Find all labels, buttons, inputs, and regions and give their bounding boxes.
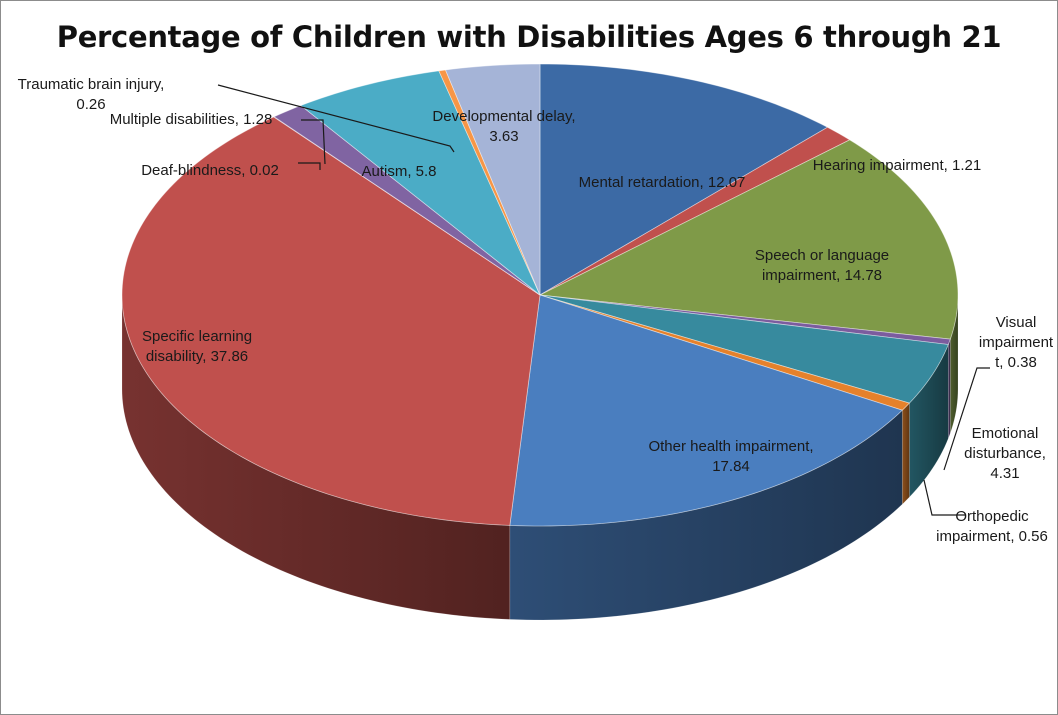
slice-speech-or-language-impairment (538, 139, 959, 340)
data-label-hearing-impairment: Hearing impairment, 1.21 (813, 157, 981, 174)
data-labels: Mental retardation, 12.07 Hearing impairm… (18, 76, 1054, 545)
leader-line-11 (217, 84, 455, 153)
data-label-deaf-blindness: Deaf-blindness, 0.02 (141, 162, 279, 179)
leader-line-9 (301, 119, 326, 165)
data-label-specific-learning-disability: Specific learning disability, 37.86 (142, 328, 252, 365)
data-label-autism: Autism, 5.8 (361, 163, 436, 180)
leader-line-3 (943, 367, 990, 471)
data-label-speech-or-language-impairment: Speech or language impairment, 14.78 (755, 247, 889, 284)
slice-autism (300, 70, 541, 296)
data-label-traumatic-brain-injury: Traumatic brain injury, 0.26 (18, 76, 165, 113)
slice-multiple-disabilities (273, 105, 541, 296)
leader-lines (217, 84, 990, 516)
data-label-other-health-impairment: Other health impairment, 17.84 (648, 438, 813, 475)
data-label-orthopedic-impairment: Orthopedic impairment, 0.56 (936, 508, 1048, 545)
chart-title: Percentage of Children with Disabilities… (56, 20, 1002, 54)
leader-line-5 (923, 479, 966, 516)
data-label-multiple-disabilities: Multiple disabilities, 1.28 (110, 111, 273, 128)
pie-top-faces (121, 63, 959, 527)
slice-emotional-disturbance (539, 294, 949, 404)
data-label-visual-impairment: Visual impairment t, 0.38 (979, 314, 1054, 371)
slice-side-5 (902, 402, 910, 505)
pie-side-walls (121, 294, 959, 621)
slice-side-3 (947, 339, 951, 439)
slice-other-health-impairment (509, 294, 904, 527)
slice-mental-retardation (539, 63, 829, 296)
slice-developmental-delay (444, 63, 541, 296)
data-label-developmental-delay: Developmental delay, 3.63 (432, 108, 575, 145)
slice-specific-learning-disability (121, 116, 541, 526)
leader-line-8 (298, 162, 321, 170)
data-label-mental-retardation: Mental retardation, 12.07 (579, 174, 746, 191)
data-label-emotional-disturbance: Emotional disturbance, 4.31 (964, 425, 1046, 482)
